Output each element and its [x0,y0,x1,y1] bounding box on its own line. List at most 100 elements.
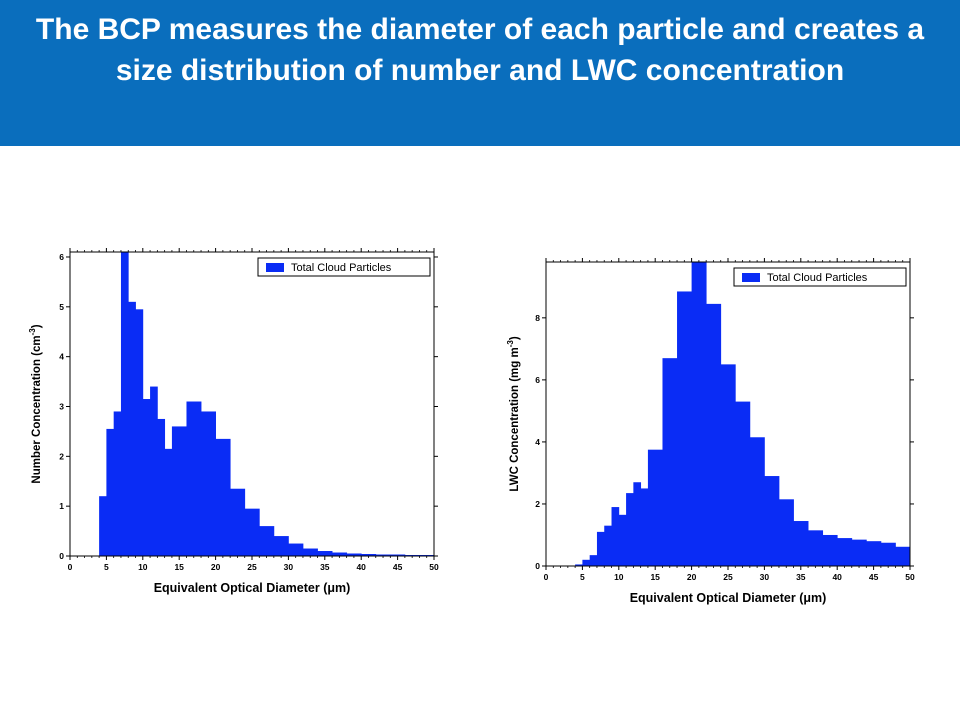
bar [375,554,391,556]
legend-box [257,257,431,277]
bar [171,426,187,556]
x-tick-label: 40 [832,572,842,582]
bar [808,530,824,566]
x-tick-label: 10 [138,562,148,572]
x-tick-label: 35 [320,562,330,572]
legend-box [733,267,907,287]
bar [677,291,692,566]
x-tick-label: 50 [429,562,439,572]
bar [186,401,202,556]
bar [851,539,867,566]
bar [106,428,115,556]
bar [793,521,809,566]
bar [317,551,333,556]
x-tick-label: 20 [211,562,221,572]
bar [215,438,231,556]
y-axis-label-close: ) [31,324,43,328]
bar [346,553,362,556]
bar [735,401,751,566]
y-tick-label: 4 [59,352,64,362]
y-axis-label: Number Concentration (cm-3) [28,324,43,483]
x-tick-label: 50 [905,572,915,582]
y-tick-label: 4 [535,437,540,447]
x-tick-label: 45 [869,572,879,582]
bar [582,559,591,566]
bar [778,499,794,566]
y-axis-label-main: Number Concentration (cm [31,335,43,483]
bar [157,418,166,556]
bar [302,548,318,556]
bar [822,534,838,566]
legend-swatch [742,273,760,282]
bar [604,525,612,566]
lwc-concentration-chart: 0 5 10 15 20 25 30 35 40 45 50 0 2 4 6 8 Equivalent Opti… [498,246,922,616]
bar [640,488,649,566]
bar [589,555,598,566]
bar [259,526,275,556]
bar [611,507,620,566]
legend-label: Total Cloud Particles [291,262,392,274]
x-tick-label: 0 [68,562,73,572]
y-tick-label: 3 [59,401,64,411]
x-tick-label: 35 [796,572,806,582]
x-tick-label: 20 [687,572,697,582]
slide-title: The BCP measures the diameter of each pa… [35,13,925,87]
bar [244,508,260,556]
bar [273,536,289,556]
lwc-concentration-plot: 0 5 10 15 20 25 30 35 40 45 50 0 2 4 6 8 Equivalent Opti… [506,258,915,605]
bar [895,546,911,566]
bar [361,554,377,556]
y-axis-label: LWC Concentration (mg m-3) [506,336,521,492]
bar [691,262,707,566]
x-tick-label: 25 [247,562,257,572]
y-tick-label: 8 [535,313,540,323]
bar [880,542,896,566]
x-tick-label: 30 [284,562,294,572]
bar [596,531,605,566]
x-tick-label: 15 [650,572,660,582]
bar [618,514,627,566]
bar [626,493,634,566]
x-tick-label: 25 [723,572,733,582]
y-axis-label-sup: -3 [506,340,515,348]
y-tick-label: 5 [59,302,64,312]
bar [135,309,144,556]
y-tick-label: 6 [59,252,64,262]
y-tick-label: 1 [59,501,64,511]
slide-title-banner: The BCP measures the diameter of each pa… [0,0,960,146]
bar [720,364,736,566]
legend-label: Total Cloud Particles [767,272,868,284]
bar [113,411,122,556]
y-tick-label: 0 [59,551,64,561]
x-tick-label: 30 [760,572,770,582]
bar [142,399,151,556]
y-axis-label-sup: -3 [28,328,37,336]
x-axis-label: Equivalent Optical Diameter (μm) [154,581,351,595]
x-tick-label: 40 [356,562,366,572]
x-tick-label: 15 [174,562,184,572]
x-tick-label: 10 [614,572,624,582]
bar [288,543,304,556]
x-tick-label: 5 [104,562,109,572]
bar [230,488,246,556]
number-concentration-chart: 0 5 10 15 20 25 30 35 40 45 50 0 1 2 3 4 5 6 Equivalent Op… [24,236,444,606]
bar [633,482,642,566]
bar [390,554,406,556]
y-tick-label: 0 [535,561,540,571]
y-axis-label-main: LWC Concentration (mg m [509,347,521,491]
y-axis-label-close: ) [509,336,521,340]
bar [866,541,882,566]
x-tick-label: 0 [544,572,549,582]
bar [647,449,663,566]
bar [99,496,107,556]
legend-swatch [266,263,284,272]
y-tick-label: 2 [535,499,540,509]
x-tick-label: 5 [580,572,585,582]
bar [128,301,136,556]
bar [575,564,583,566]
bar [332,552,348,556]
x-axis-label: Equivalent Optical Diameter (μm) [630,591,827,605]
bar [120,252,129,556]
bar [201,411,216,556]
